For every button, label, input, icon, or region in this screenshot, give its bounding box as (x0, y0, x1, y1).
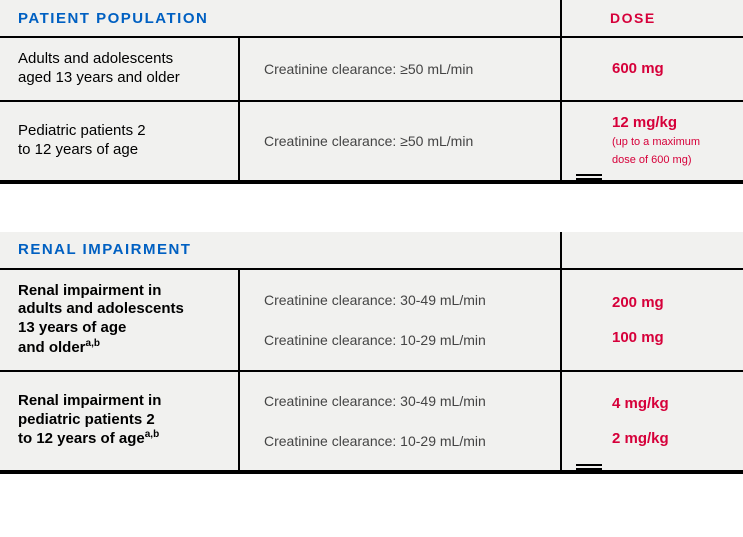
clearance-text: Creatinine clearance: 10-29 mL/min (264, 332, 544, 348)
dose-subtext: (up to a maximum (612, 136, 700, 148)
clearance-text: Creatinine clearance: ≥50 mL/min (264, 133, 544, 149)
break-notch-icon (576, 464, 602, 472)
population-text: adults and adolescents (18, 300, 184, 317)
section-patient-population: PATIENT POPULATION DOSE Adults and adole… (0, 0, 743, 184)
section-renal-impairment: RENAL IMPAIRMENT Renal impairment in adu… (0, 232, 743, 474)
table-row: Adults and adolescents aged 13 years and… (0, 36, 743, 100)
table-row: Pediatric patients 2 to 12 years of age … (0, 100, 743, 180)
vertical-divider (560, 0, 562, 36)
dose-cell: 12 mg/kg (up to a maximum dose of 600 mg… (560, 102, 743, 180)
population-cell: Renal impairment in pediatric patients 2… (0, 372, 240, 470)
dose-value: 2 mg/kg (612, 430, 731, 447)
dose-value: 4 mg/kg (612, 395, 731, 412)
population-text: Renal impairment in (18, 392, 161, 409)
table-row: Renal impairment in pediatric patients 2… (0, 370, 743, 470)
dose-cell: 200 mg 100 mg (560, 270, 743, 370)
section-gap (0, 184, 743, 232)
population-text: pediatric patients 2 (18, 411, 155, 428)
population-text: Pediatric patients 2 (18, 122, 146, 139)
header-dose: DOSE (560, 10, 743, 26)
clearance-cell: Creatinine clearance: ≥50 mL/min (240, 102, 560, 180)
population-text: aged 13 years and older (18, 69, 180, 86)
bottom-gap (0, 474, 743, 488)
section1-header: PATIENT POPULATION DOSE (0, 0, 743, 36)
dose-cell: 600 mg (560, 38, 743, 100)
dosing-table: PATIENT POPULATION DOSE Adults and adole… (0, 0, 743, 488)
clearance-cell: Creatinine clearance: 30-49 mL/min Creat… (240, 270, 560, 370)
dose-value: 200 mg (612, 294, 731, 311)
table-row: Renal impairment in adults and adolescen… (0, 268, 743, 370)
vertical-divider (560, 232, 562, 268)
dose-cell: 4 mg/kg 2 mg/kg (560, 372, 743, 470)
header-renal-impairment: RENAL IMPAIRMENT (0, 241, 560, 258)
break-notch-icon (576, 174, 602, 182)
population-cell: Adults and adolescents aged 13 years and… (0, 38, 240, 100)
population-text: and older (18, 339, 86, 356)
clearance-cell: Creatinine clearance: ≥50 mL/min (240, 38, 560, 100)
dose-value: 600 mg (612, 60, 731, 77)
population-text: to 12 years of age (18, 430, 145, 447)
clearance-text: Creatinine clearance: 10-29 mL/min (264, 433, 544, 449)
clearance-cell: Creatinine clearance: 30-49 mL/min Creat… (240, 372, 560, 470)
dose-subtext: dose of 600 mg) (612, 154, 692, 166)
footnote-ref: a,b (86, 338, 100, 349)
population-cell: Pediatric patients 2 to 12 years of age (0, 102, 240, 180)
clearance-text: Creatinine clearance: 30-49 mL/min (264, 292, 544, 308)
footnote-ref: a,b (145, 429, 159, 440)
population-cell: Renal impairment in adults and adolescen… (0, 270, 240, 370)
dose-value: 100 mg (612, 329, 731, 346)
population-text: Adults and adolescents (18, 50, 173, 67)
section2-header: RENAL IMPAIRMENT (0, 232, 743, 268)
population-text: 13 years of age (18, 319, 126, 336)
population-text: to 12 years of age (18, 141, 138, 158)
header-patient-population: PATIENT POPULATION (0, 10, 560, 27)
population-text: Renal impairment in (18, 282, 161, 299)
clearance-text: Creatinine clearance: ≥50 mL/min (264, 61, 544, 77)
clearance-text: Creatinine clearance: 30-49 mL/min (264, 393, 544, 409)
dose-value: 12 mg/kg (612, 114, 677, 131)
